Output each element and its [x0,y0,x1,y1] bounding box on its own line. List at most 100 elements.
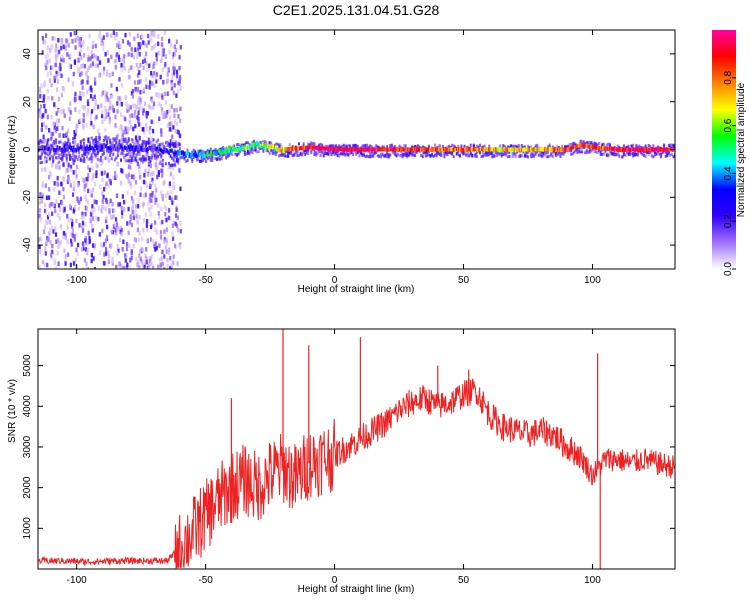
heatmap-cell [383,147,386,152]
heatmap-cell [176,261,179,266]
heatmap-cell [532,147,535,152]
snr-spikes [230,329,601,569]
heatmap-cell [202,153,205,158]
heatmap-cell [62,133,65,138]
heatmap-cell [58,190,61,195]
heatmap-cell [479,143,481,147]
heatmap-cell [116,101,119,106]
heatmap-cell [268,141,271,145]
heatmap-cell [105,251,108,256]
heatmap-cell [72,170,75,175]
heatmap-cell [96,163,99,169]
heatmap-cell [70,238,73,244]
heatmap-cell [621,155,624,159]
heatmap-cell [87,146,90,151]
heatmap-cell [79,56,82,61]
heatmap-cell [191,150,193,155]
heatmap-cell [87,173,90,178]
heatmap-cell [104,135,107,139]
heatmap-cell [81,63,85,68]
heatmap-cell [95,170,98,175]
heatmap-cell [116,251,119,256]
heatmap-cell [579,139,582,143]
heatmap-cell [148,181,152,187]
heatmap-cell [461,151,464,155]
heatmap-cell [332,147,335,152]
heatmap-cell [573,150,576,154]
heatmap-cell [104,90,107,95]
heatmap-cell [252,145,255,150]
heatmap-cell [152,265,155,269]
heatmap-cell [490,147,493,152]
heatmap-cell [386,145,389,149]
heatmap-cell [508,147,510,152]
heatmap-cell [45,143,48,147]
heatmap-cell [146,141,149,145]
heatmap-cell [444,147,446,152]
heatmap-cell [280,145,283,150]
heatmap-cell [506,145,509,149]
heatmap-cell [322,150,325,154]
heatmap-cell [51,158,54,162]
x-tick-label: 100 [584,275,601,286]
heatmap-cell [133,109,137,115]
heatmap-cell [412,145,415,149]
heatmap-cell [567,147,569,152]
heatmap-cell [93,148,96,152]
heatmap-cell [75,150,78,154]
heatmap-cell [499,147,502,152]
heatmap-cell [175,93,178,98]
heatmap-cell [149,163,152,169]
heatmap-cell [105,199,108,205]
heatmap-cell [165,206,168,212]
heatmap-cell [171,163,174,167]
heatmap-cell [143,140,146,144]
heatmap-cell [93,138,96,142]
heatmap-cell [503,145,506,149]
heatmap-cell [667,147,669,152]
heatmap-cell [139,256,142,262]
heatmap-cell [73,237,76,242]
heatmap-cell [133,36,136,42]
heatmap-cell [301,153,304,157]
heatmap-cell [85,123,88,128]
heatmap-cell [369,147,372,152]
heatmap-cell [568,146,571,151]
heatmap-cell [123,199,126,205]
heatmap-cell [45,220,48,225]
heatmap-cell [85,261,88,267]
heatmap-cell [593,149,596,153]
heatmap-cell [394,147,397,152]
heatmap-cell [295,146,298,151]
heatmap-cell [127,40,130,45]
heatmap-cell [99,72,102,78]
heatmap-cell [53,78,56,83]
heatmap-cell [42,140,45,144]
heatmap-cell [68,64,71,69]
heatmap-cell [337,147,340,152]
heatmap-cell [261,141,264,146]
heatmap-cell [355,145,358,149]
heatmap-cell [69,64,73,69]
heatmap-cell [152,70,156,76]
heatmap-cell [625,147,628,152]
heatmap-cell [407,153,410,157]
heatmap-cell [56,238,60,243]
heatmap-cell [321,143,324,147]
heatmap-cell [64,261,67,266]
heatmap-cell [83,184,86,189]
heatmap-cell [138,52,141,57]
heatmap-cell [82,141,85,145]
heatmap-cell [82,246,85,251]
heatmap-cell [97,144,99,149]
heatmap-cell [39,249,42,254]
heatmap-cell [256,141,258,146]
heatmap-cell [362,152,365,156]
heatmap-cell [175,207,178,212]
heatmap-cell [58,153,61,157]
heatmap-cell [595,145,597,150]
heatmap-cell [219,153,222,157]
heatmap-cell [525,154,528,158]
heatmap-cell [57,96,60,102]
heatmap-cell [136,147,139,152]
